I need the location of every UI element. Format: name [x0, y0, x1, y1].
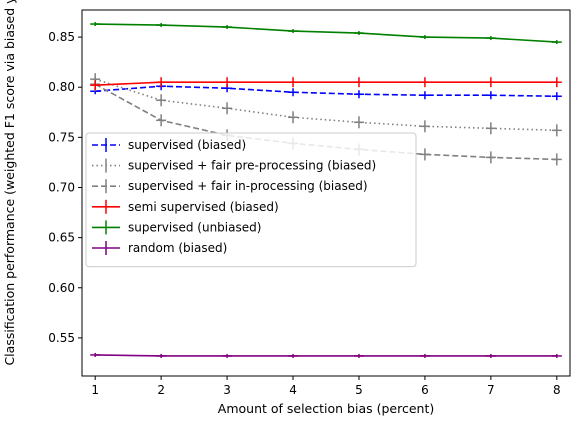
x-axis-label: Amount of selection bias (percent)	[218, 401, 434, 416]
y-tick-label: 0.85	[48, 30, 75, 44]
y-tick-label: 0.55	[48, 331, 75, 345]
legend-label: supervised + fair pre-processing (biased…	[128, 159, 376, 173]
y-axis-label: Classification performance (weighted F1 …	[2, 0, 17, 366]
legend-label: supervised + fair in-processing (biased)	[128, 179, 368, 193]
x-tick-label: 3	[223, 383, 231, 397]
y-tick-label: 0.60	[48, 281, 75, 295]
x-axis: 1 2 3 4 5 6 7 8	[91, 376, 560, 397]
x-tick-label: 6	[421, 383, 429, 397]
legend: supervised (biased) supervised + fair pre…	[86, 133, 416, 267]
series-5	[90, 353, 562, 358]
y-tick-label: 0.75	[48, 130, 75, 144]
x-tick-label: 1	[91, 383, 99, 397]
legend-label: supervised (unbiased)	[128, 220, 261, 234]
y-tick-label: 0.65	[48, 231, 75, 245]
y-tick-label: 0.70	[48, 180, 75, 194]
legend-item: supervised + fair in-processing (biased)	[92, 179, 368, 193]
legend-label: random (biased)	[128, 241, 227, 255]
y-tick-label: 0.80	[48, 80, 75, 94]
legend-label: supervised (biased)	[128, 138, 246, 152]
x-tick-label: 4	[289, 383, 297, 397]
y-axis: 0.55 0.60 0.65 0.70 0.75 0.80 0.85	[48, 30, 82, 345]
x-tick-label: 5	[355, 383, 363, 397]
series-4	[90, 22, 562, 44]
series-line	[95, 24, 557, 42]
legend-label: semi supervised (biased)	[128, 200, 279, 214]
x-tick-label: 7	[487, 383, 495, 397]
legend-item: supervised + fair pre-processing (biased…	[92, 159, 376, 173]
x-tick-label: 2	[157, 383, 165, 397]
x-tick-label: 8	[553, 383, 561, 397]
